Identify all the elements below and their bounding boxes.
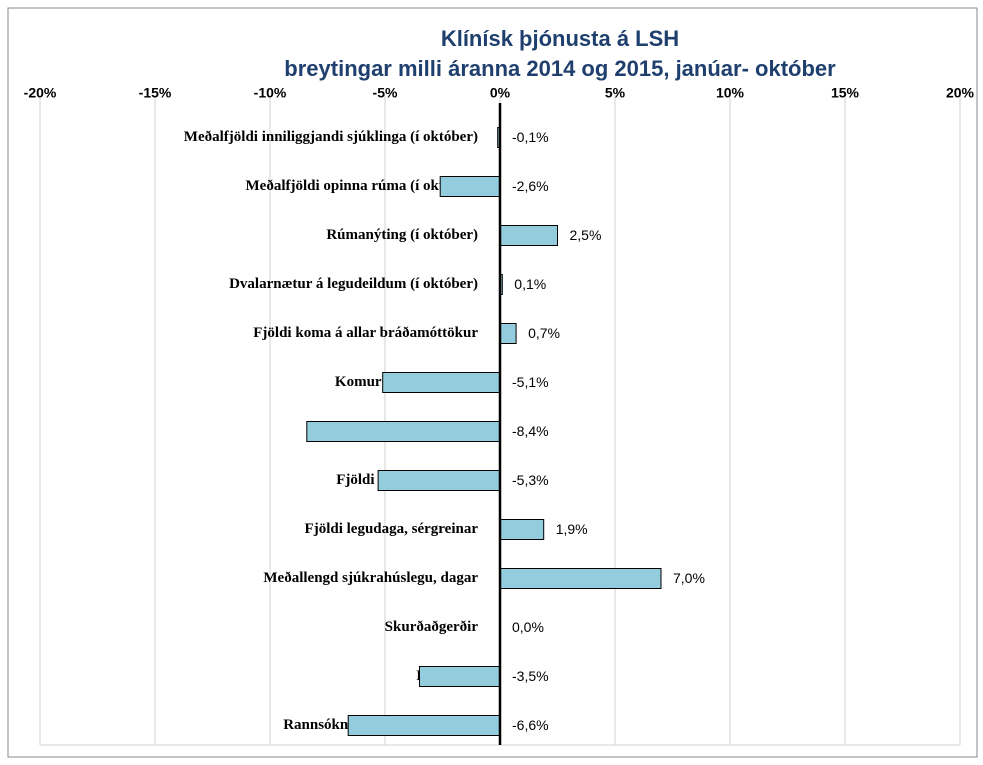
value-label: 2,5% <box>570 227 602 243</box>
bar <box>499 519 545 540</box>
category-label: Meðallengd sjúkrahúslegu, dagar <box>263 570 478 586</box>
bar <box>347 715 501 736</box>
value-label: 7,0% <box>673 570 705 586</box>
value-label: -6,6% <box>512 717 549 733</box>
x-tick-label: 15% <box>831 85 860 101</box>
value-label: -8,4% <box>512 423 549 439</box>
x-tick-label: 10% <box>716 85 745 101</box>
bar <box>499 568 662 589</box>
bar <box>382 372 501 393</box>
bar <box>306 421 501 442</box>
category-label: Skurðaðgerðir <box>385 619 479 635</box>
value-label: -2,6% <box>512 178 549 194</box>
value-label: 0,0% <box>512 619 544 635</box>
value-label: 0,1% <box>514 276 546 292</box>
category-label: Rúmanýting (í október) <box>326 227 478 243</box>
category-label: Meðalfjöldi opinna rúma (í október) <box>246 178 479 194</box>
x-tick-label: -5% <box>373 85 398 101</box>
category-label: Meðalfjöldi inniliggjandi sjúklinga (í o… <box>184 129 478 145</box>
value-label: 0,7% <box>528 325 560 341</box>
x-tick-label: 0% <box>490 85 511 101</box>
value-label: 1,9% <box>556 521 588 537</box>
value-label: -5,3% <box>512 472 549 488</box>
value-label: -0,1% <box>512 129 549 145</box>
bar <box>499 323 517 344</box>
category-label: Dvalarnætur á legudeildum (í október) <box>229 276 478 292</box>
x-tick-label: 5% <box>605 85 626 101</box>
bar <box>377 470 501 491</box>
chart-subtitle: breytingar milli áranna 2014 og 2015, ja… <box>284 56 836 81</box>
category-label: Fjöldi legudaga, sérgreinar <box>305 521 479 537</box>
value-label: -5,1% <box>512 374 549 390</box>
bar <box>439 176 501 197</box>
chart-title: Klínísk þjónusta á LSH <box>441 26 679 51</box>
x-tick-label: -20% <box>24 85 57 101</box>
x-tick-label: -10% <box>254 85 287 101</box>
category-label: Fjöldi koma á allar bráðamóttökur <box>253 325 478 341</box>
value-label: -3,5% <box>512 668 549 684</box>
bar <box>499 225 558 246</box>
x-tick-label: -15% <box>139 85 172 101</box>
x-tick-label: 20% <box>946 85 975 101</box>
bar <box>419 666 501 687</box>
